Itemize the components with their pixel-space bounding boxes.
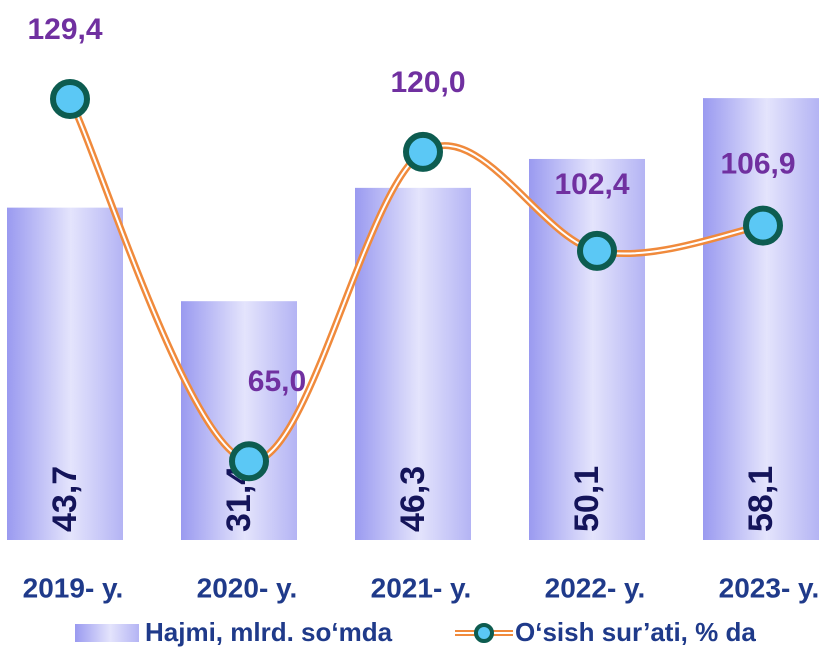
x-tick-label: 2023- y. [719,572,820,603]
x-tick-label: 2021- y. [371,572,472,603]
line-value-label: 65,0 [248,365,306,398]
line-point [229,441,269,482]
legend-swatch [75,624,139,642]
bar [703,98,819,541]
x-tick-label: 2020- y. [197,572,298,603]
x-tick-label: 2022- y. [545,572,646,603]
bar [7,207,123,541]
legend-item: Hajmi, mlrd. so‘mda [75,617,393,647]
line-value-label: 102,4 [554,168,629,201]
line-value-label: 120,0 [390,66,465,99]
line-point [743,205,783,246]
legend-label: O‘sish sur’ati, % da [515,617,756,647]
bar-value-label: 58,1 [742,466,780,532]
line-point [577,230,617,271]
legend-label: Hajmi, mlrd. so‘mda [145,617,393,647]
line-value-label: 129,4 [27,13,102,46]
line-point [50,79,90,119]
legend-item: O‘sish sur’ati, % da [455,617,756,647]
bar-value-label: 46,3 [394,466,432,532]
line-value-label: 106,9 [720,147,795,180]
bar-value-label: 50,1 [568,466,606,532]
legend-marker [474,623,494,643]
bar-value-label: 43,7 [46,466,84,532]
bar [181,301,297,540]
bar [355,187,471,540]
x-tick-label: 2019- y. [23,572,124,603]
line-point [403,131,443,172]
